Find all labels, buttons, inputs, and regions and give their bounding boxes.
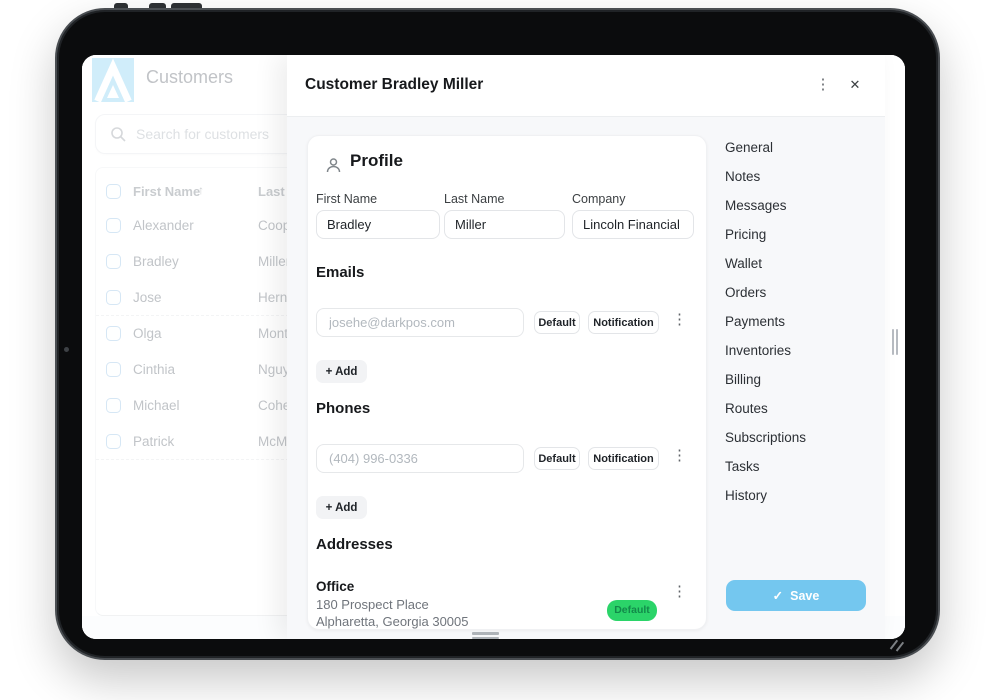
address-line1: 180 Prospect Place [316,597,429,612]
nav-item-subscriptions[interactable]: Subscriptions [725,430,807,445]
phone-default-button[interactable]: Default [534,447,580,470]
emails-heading: Emails [316,264,365,281]
address-default-badge: Default [607,600,657,621]
profile-heading: Profile [350,151,403,170]
customer-detail-modal: Customer Bradley Miller ⋮ ✕ Profile Firs… [287,55,885,639]
more-options-icon[interactable]: ⋮ [815,76,831,93]
email-field[interactable] [316,308,524,337]
addresses-heading: Addresses [316,536,393,553]
address-more-options-icon[interactable]: ⋮ [672,583,687,600]
phones-heading: Phones [316,400,371,417]
phone-notification-button[interactable]: Notification [588,447,659,470]
save-label: Save [790,589,820,603]
person-icon [325,157,342,179]
add-phone-button[interactable]: + Add [316,496,367,519]
nav-item-payments[interactable]: Payments [725,314,786,329]
phone-field[interactable] [316,444,524,473]
nav-item-history[interactable]: History [725,488,768,503]
nav-item-messages[interactable]: Messages [725,198,787,213]
modal-section-nav: General Notes Messages Pricing Wallet Or… [725,133,875,510]
first-name-field[interactable] [316,210,440,239]
company-field[interactable] [572,210,694,239]
phone-more-options-icon[interactable]: ⋮ [672,447,687,464]
nav-item-general[interactable]: General [725,140,774,155]
customer-profile-card: Profile First Name Last Name Company Ema… [307,135,707,630]
email-more-options-icon[interactable]: ⋮ [672,311,687,328]
add-email-label: Add [335,365,358,378]
add-phone-label: Add [335,501,358,514]
nav-item-orders[interactable]: Orders [725,285,767,300]
plus-icon: + [325,365,333,378]
plus-icon: + [325,501,333,514]
address-line2: Alpharetta, Georgia 30005 [316,614,469,629]
front-camera [64,347,69,352]
nav-item-billing[interactable]: Billing [725,372,762,387]
check-icon: ✓ [772,589,784,603]
save-button[interactable]: ✓ Save [726,580,866,611]
nav-item-inventories[interactable]: Inventories [725,343,792,358]
modal-title: Customer Bradley Miller [305,76,484,93]
address-name: Office [316,579,355,594]
close-icon[interactable]: ✕ [849,77,861,92]
nav-item-tasks[interactable]: Tasks [725,459,760,474]
email-notification-button[interactable]: Notification [588,311,659,334]
modal-header: Customer Bradley Miller ⋮ ✕ [287,55,885,117]
email-default-button[interactable]: Default [534,311,580,334]
last-name-field[interactable] [444,210,565,239]
nav-item-wallet[interactable]: Wallet [725,256,763,271]
company-label: Company [572,192,626,206]
nav-item-pricing[interactable]: Pricing [725,227,767,242]
nav-item-notes[interactable]: Notes [725,169,761,184]
tablet-screen: Customers First Name ↑ Last N Alexander … [82,55,905,639]
last-name-label: Last Name [444,192,505,206]
nav-item-routes[interactable]: Routes [725,401,768,416]
add-email-button[interactable]: + Add [316,360,367,383]
first-name-label: First Name [316,192,378,206]
